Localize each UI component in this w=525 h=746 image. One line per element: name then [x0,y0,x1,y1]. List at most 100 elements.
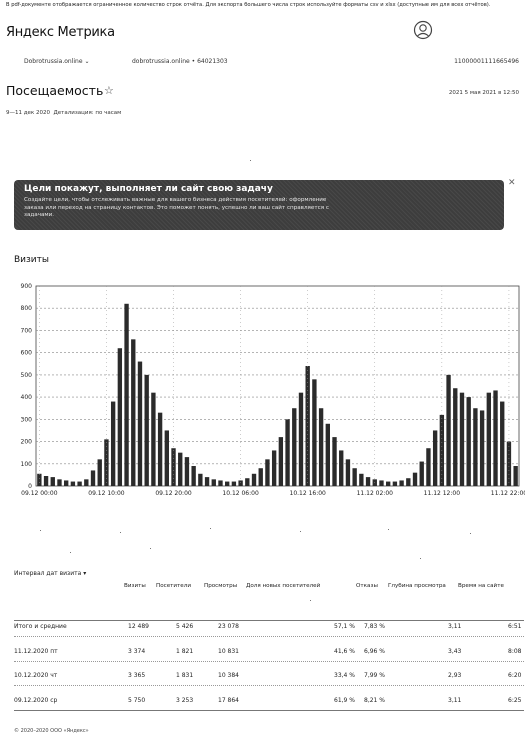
table-row[interactable]: 09.12.2020 ср 5 750 3 253 17 864 61,9 % … [14,697,522,704]
bar [479,410,485,486]
y-tick-label: 500 [21,372,33,379]
x-tick-label: 11.12 02:00 [357,490,394,497]
table-divider [14,620,524,621]
report-created-date: 2021 5 мая 2021 в 12:50 [448,90,519,96]
report-period-line: 9—11 дек 2020 Детализация: по часам [6,110,121,116]
bar [432,430,438,486]
row-divider [14,661,524,662]
x-tick-label: 09.12 10:00 [88,490,125,497]
bar [50,477,55,486]
x-tick-label: 11.12 12:00 [424,490,461,497]
bar [144,374,149,486]
report-period: 9—11 дек 2020 [6,110,50,116]
col-header-visits[interactable]: Визиты [124,583,146,589]
page-title: Посещаемость [6,83,104,98]
star-icon[interactable]: ☆ [104,84,114,97]
bar [157,412,163,486]
y-tick-label: 300 [21,416,33,423]
chart-title: Визиты [14,255,50,265]
bar [218,480,223,486]
table-bottom-rule [14,710,524,711]
report-detail: Детализация: по часам [53,110,122,116]
bar [124,303,129,486]
bar [97,459,102,486]
bar [84,479,89,486]
close-icon[interactable]: ✕ [508,178,516,188]
bar [339,450,344,486]
group-label-row[interactable]: Интервал дат визита ▾ [14,570,87,577]
bar [486,392,491,486]
bar [412,472,418,486]
bar [298,392,304,486]
y-tick-label: 100 [21,461,33,468]
plot-frame [35,285,520,487]
bar [198,473,203,486]
bar [131,339,136,486]
bar [386,481,391,486]
bar [278,437,284,486]
export-notice: В pdf-документе отображается ограниченно… [6,2,491,8]
goals-promo-banner: Цели покажут, выполняет ли сайт свою зад… [14,180,504,230]
col-header-bounces[interactable]: Отказы [356,583,378,589]
user-avatar-icon[interactable] [413,20,433,40]
bar [406,478,411,486]
x-tick-label: 09.12 00:00 [21,490,58,497]
col-header-visitors[interactable]: Посетители [156,583,191,589]
bar [399,480,404,486]
bar [191,466,196,486]
bar [251,473,257,486]
visits-bar-chart: 0 100 200 300 400 500 600 700 800 900 09.12 00:00 0… [21,283,525,497]
bar [379,480,384,486]
bar [64,480,69,486]
print-noise-dot [310,600,311,601]
bar [332,437,337,486]
print-noise-dot [420,558,421,559]
yandex-metrica-logo: Яндекс Метрика [6,25,115,40]
col-header-time[interactable]: Время на сайте [458,583,504,589]
bar [285,419,290,486]
y-tick-label: 600 [21,350,33,357]
bar [258,468,263,486]
bar [178,452,183,486]
y-tick-label: 800 [21,305,33,312]
print-noise-dot [210,528,211,529]
site-selector[interactable]: Dobrotrussia.online ⌄ [24,58,90,65]
col-header-depth[interactable]: Глубина просмотра [388,583,446,589]
x-tick-label: 09.12 20:00 [155,490,192,497]
print-noise-dot [470,533,471,534]
bar [500,401,505,486]
bar [231,481,237,486]
print-noise-dot [120,532,121,533]
bar [137,361,143,486]
bar [419,461,424,486]
table-totals-row: Итого и средние 12 489 5 426 23 078 57,1… [14,623,522,630]
print-noise-dot [150,548,151,549]
y-tick-label: 700 [21,327,33,334]
x-tick-label: 11.12 22:00 [491,490,525,497]
table-header: Визиты Посетители Просмотры Доля новых п… [124,583,524,593]
bar [225,481,230,486]
banner-text: Создайте цели, чтобы отслеживать важные … [24,197,329,218]
y-tick-label: 0 [28,483,32,490]
bar [204,477,210,486]
bar [513,466,518,486]
site-detail: dobrotrussia.online • 64021303 [132,58,228,65]
print-noise-dot [70,552,71,553]
bar [164,430,169,486]
y-tick-label: 400 [21,394,33,401]
bar [493,390,498,486]
print-noise-dot [300,531,301,532]
table-row[interactable]: 11.12.2020 пт 3 374 1 821 10 831 41,6 % … [14,648,522,655]
bar [453,388,458,486]
footer-copyright: © 2020–2020 ООО «Яндекс» [14,728,89,734]
col-header-new-share[interactable]: Доля новых посетителей [246,583,321,589]
site-selector-row: Dobrotrussia.online ⌄ dobrotrussia.onlin… [24,58,519,68]
bar [110,401,116,486]
bar [265,459,270,486]
bar [506,441,512,486]
sort-indicator: ▾ [83,570,87,577]
table-row[interactable]: 10.12.2020 чт 3 365 1 831 10 384 33,4 % … [14,672,522,679]
y-tick-label: 200 [21,439,33,446]
col-header-pageviews[interactable]: Просмотры [204,583,238,589]
bar [345,459,351,486]
